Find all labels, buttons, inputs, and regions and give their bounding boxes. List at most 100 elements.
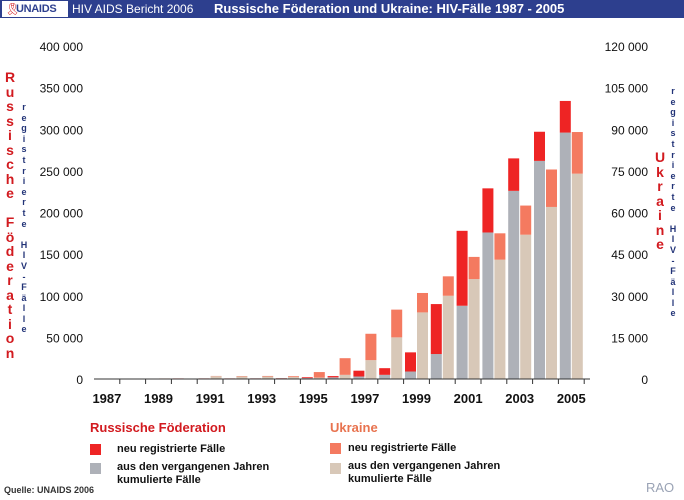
bar-ru-new [456, 230, 468, 306]
bars [95, 100, 583, 379]
right-tick-label: 0 [641, 373, 648, 387]
unaids-logo: 🎗 UNAIDS [2, 1, 68, 17]
legend-ua-new-swatch [330, 443, 341, 454]
legend-ua-past-swatch [330, 463, 341, 474]
bar-ua-new [313, 372, 325, 378]
bar-ru-past [379, 374, 391, 379]
bar-ru-past [559, 132, 571, 379]
right-tick-label: 90 000 [611, 123, 648, 137]
legend-ru-past-label-1: aus den vergangenen Jahren [117, 461, 270, 473]
right-tick-label: 120 000 [605, 40, 649, 54]
left-axis-ticks: 0 50 000 100 000 150 000 200 000 250 000 300 0… [40, 40, 84, 387]
bar-ru-new [482, 188, 494, 233]
bar-ru-past [353, 376, 365, 379]
right-tick-label: 60 000 [611, 207, 648, 221]
bar-ua-past [546, 206, 557, 379]
right-tick-label: 15 000 [611, 331, 648, 345]
bar-ua-new [288, 376, 299, 378]
right-axis-ticks: 0 15 000 30 000 45 000 60 000 75 000 90 000 105… [605, 40, 649, 387]
report-label: HIV AIDS Bericht 2006 [72, 2, 194, 16]
bar-ua-past [365, 360, 377, 379]
bar-ua-new [546, 169, 557, 207]
bar-ua-past [288, 377, 299, 379]
legend-ru-title: Russische Föderation [90, 420, 226, 435]
bar-ua-new [442, 276, 454, 296]
credit-rao: RAO [646, 480, 675, 495]
legend-ru-past-label-2: kumulierte Fälle [117, 474, 201, 486]
left-tick-label: 350 000 [40, 82, 84, 96]
bar-ua-past [313, 377, 325, 379]
legend-ua-new-label: neu registrierte Fälle [348, 442, 457, 454]
bar-ru-new [534, 131, 545, 161]
x-tick-label: 1997 [350, 391, 379, 406]
bar-ua-new [339, 358, 351, 375]
legend-ua-title: Ukraine [330, 420, 378, 435]
bar-ru-past [456, 305, 468, 379]
title-banner: 🎗 UNAIDS HIV AIDS Bericht 2006 Russische… [0, 0, 684, 18]
source-note: Quelle: UNAIDS 2006 [4, 485, 95, 495]
red-ribbon-icon: 🎗 [5, 2, 21, 16]
bar-ru-past [508, 190, 520, 379]
bar-ru-new [559, 100, 571, 133]
left-tick-label: 200 000 [40, 207, 84, 221]
bar-ua-past [520, 234, 532, 379]
left-tick-label: 300 000 [40, 123, 84, 137]
bar-ru-new [430, 304, 442, 355]
bar-ru-past [327, 377, 339, 379]
bar-ua-new [365, 333, 377, 361]
bar-ru-new [508, 158, 520, 191]
bar-ua-past [262, 376, 274, 379]
bar-ua-past [391, 337, 403, 379]
bar-ru-new [353, 370, 365, 377]
left-tick-label: 100 000 [40, 290, 84, 304]
bar-ru-past [482, 232, 494, 379]
x-tick-label: 2005 [557, 391, 586, 406]
right-tick-label: 30 000 [611, 290, 648, 304]
chart-title: Russische Föderation und Ukraine: HIV-Fä… [214, 1, 565, 16]
bar-ua-past [339, 374, 351, 379]
bar-ua-past [236, 376, 248, 379]
bar-ru-new [301, 377, 313, 379]
left-tick-label: 150 000 [40, 248, 84, 262]
bar-ru-past [405, 371, 416, 379]
x-tick-label: 1993 [247, 391, 276, 406]
x-tick-label: 1991 [196, 391, 225, 406]
legend-ua-past-label-1: aus den vergangenen Jahren [348, 460, 501, 472]
bar-ua-past [468, 279, 480, 379]
left-tick-label: 50 000 [46, 331, 83, 345]
bar-ua-new [571, 132, 583, 174]
right-tick-label: 105 000 [605, 82, 649, 96]
bar-ua-past [494, 259, 506, 379]
bar-ua-past [571, 173, 583, 379]
left-tick-label: 250 000 [40, 165, 84, 179]
bar-ua-past [442, 295, 454, 379]
x-tick-label: 2003 [505, 391, 534, 406]
legend-ru-past-swatch [90, 463, 101, 474]
left-tick-label: 0 [76, 373, 83, 387]
right-tick-label: 45 000 [611, 248, 648, 262]
x-tick-label: 2001 [454, 391, 483, 406]
x-tick-label: 1999 [402, 391, 431, 406]
bar-ru-past [534, 160, 545, 379]
legend-ua-past-label-2: kumulierte Fälle [348, 473, 432, 485]
bar-ru-new [327, 376, 339, 378]
bar-ua-new [468, 256, 480, 280]
logo-text: UNAIDS [16, 3, 57, 15]
x-tick-label: 1987 [92, 391, 121, 406]
bar-ua-new [494, 233, 506, 260]
bar-ru-new [405, 352, 416, 372]
left-tick-label: 400 000 [40, 40, 84, 54]
legend-ru-new-label: neu registrierte Fälle [117, 443, 226, 455]
legend-ru-new-swatch [90, 444, 101, 455]
bar-ua-past [210, 376, 222, 379]
x-tick-label: 1995 [299, 391, 328, 406]
bar-ua-new [417, 292, 428, 313]
right-tick-label: 75 000 [611, 165, 648, 179]
bar-ua-past [417, 312, 428, 379]
x-tick-label: 1989 [144, 391, 173, 406]
